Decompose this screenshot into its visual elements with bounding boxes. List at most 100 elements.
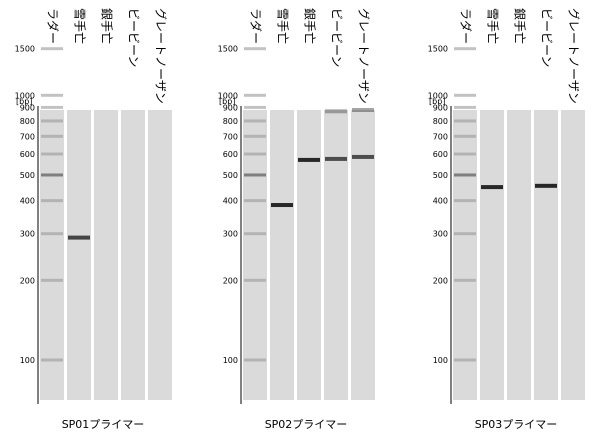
size-tick-label: 1500 <box>428 45 448 54</box>
gel-panel-3: [bp] 1500 1000 900 800 700 600 500 400 300 200 100 ラ… <box>428 8 585 431</box>
gel-lane <box>121 110 145 400</box>
lane-header: グレートノーザン <box>357 8 371 104</box>
ladder-band <box>244 173 266 177</box>
dna-band <box>298 157 320 162</box>
size-tick-label: 900 <box>223 103 238 112</box>
ladder-band <box>41 232 63 236</box>
gel-lane <box>534 110 558 400</box>
gel-panel-2: [bp] 1500 1000 900 800 700 600 500 400 300 200 100 ラ… <box>218 8 375 431</box>
size-tick-label: 800 <box>223 117 238 126</box>
size-tick-label: 1000 <box>15 91 35 100</box>
ladder-band <box>244 105 266 109</box>
ladder-band <box>244 93 266 97</box>
size-tick-label: 700 <box>223 132 238 141</box>
size-tick-label: 300 <box>223 230 238 239</box>
panel-caption: SP02プライマー <box>265 418 348 431</box>
gel-lane <box>453 110 477 400</box>
size-tick-label: 200 <box>20 276 35 285</box>
size-tick-label: 600 <box>223 150 238 159</box>
size-tick-label: 500 <box>20 171 35 180</box>
gel-lane <box>148 110 172 400</box>
size-tick-label: 600 <box>20 150 35 159</box>
gel-lane <box>40 110 64 400</box>
gel-lane <box>507 110 531 400</box>
gel-panel-1: [bp] 1500 1000 900 800 700 600 500 400 300 200 100 ラ… <box>15 8 172 431</box>
size-tick-label: 700 <box>20 132 35 141</box>
ladder-band <box>454 93 476 97</box>
dna-band <box>68 235 90 240</box>
lane-header: ビービーン <box>540 8 554 67</box>
size-tick-label: 400 <box>223 197 238 206</box>
dna-band <box>271 203 293 208</box>
gel-lane <box>561 110 585 400</box>
ladder-band <box>41 199 63 203</box>
size-tick-label: 800 <box>433 117 448 126</box>
gel-lane <box>243 110 267 400</box>
ladder-band <box>41 134 63 138</box>
ladder-band <box>41 358 63 362</box>
dna-band <box>325 109 347 114</box>
ladder-band <box>244 278 266 282</box>
gel-lane <box>324 110 348 400</box>
dna-band <box>352 107 374 112</box>
size-tick-label: 100 <box>20 356 35 365</box>
gel-lane <box>480 110 504 400</box>
size-tick-label: 900 <box>433 103 448 112</box>
ladder-band <box>41 173 63 177</box>
lane-header: 銀手亡 <box>513 8 527 44</box>
ladder-band <box>244 152 266 156</box>
size-tick-label: 500 <box>433 171 448 180</box>
size-tick-label: 600 <box>433 150 448 159</box>
dna-band <box>352 154 374 159</box>
size-tick-label: 300 <box>433 230 448 239</box>
lane-header: ラダー <box>249 8 264 44</box>
ladder-band <box>41 152 63 156</box>
size-tick-label: 1500 <box>218 45 238 54</box>
lane-header: 雪手亡 <box>486 8 500 44</box>
lane-header: 銀手亡 <box>100 8 114 44</box>
size-tick-label: 200 <box>223 276 238 285</box>
unit-label: [bp] <box>429 97 445 106</box>
ladder-band <box>244 358 266 362</box>
ladder-band <box>41 47 63 51</box>
gel-lane <box>94 110 118 400</box>
ladder-band <box>454 47 476 51</box>
gel-lane <box>297 110 321 400</box>
ladder-band <box>41 119 63 123</box>
size-tick-label: 900 <box>20 103 35 112</box>
ladder-band <box>41 93 63 97</box>
lane-header: ラダー <box>46 8 61 44</box>
ladder-band <box>454 134 476 138</box>
lane-header: 雪手亡 <box>73 8 87 44</box>
size-tick-label: 300 <box>20 230 35 239</box>
lane-header: ビービーン <box>330 8 344 67</box>
size-tick-label: 1500 <box>15 45 35 54</box>
ladder-band <box>454 119 476 123</box>
lane-header: 雪手亡 <box>276 8 290 44</box>
lane-header: グレートノーザン <box>567 8 581 104</box>
ladder-band <box>454 105 476 109</box>
size-tick-label: 100 <box>223 356 238 365</box>
size-tick-label: 400 <box>433 197 448 206</box>
gel-lane <box>67 110 91 400</box>
gel-lane <box>270 110 294 400</box>
size-tick-label: 200 <box>433 276 448 285</box>
ladder-band <box>244 199 266 203</box>
dna-band <box>481 185 503 190</box>
size-tick-label: 1000 <box>428 91 448 100</box>
ladder-band <box>244 47 266 51</box>
gel-lane <box>351 110 375 400</box>
ladder-band <box>454 173 476 177</box>
ladder-band <box>454 358 476 362</box>
unit-label: [bp] <box>16 97 32 106</box>
ladder-band <box>454 278 476 282</box>
ladder-band <box>454 232 476 236</box>
lane-header: グレートノーザン <box>154 8 168 104</box>
unit-label: [bp] <box>219 97 235 106</box>
ladder-band <box>41 278 63 282</box>
ladder-band <box>41 105 63 109</box>
size-tick-label: 800 <box>20 117 35 126</box>
lane-header: ビービーン <box>127 8 141 67</box>
panel-caption: SP01プライマー <box>62 418 145 431</box>
